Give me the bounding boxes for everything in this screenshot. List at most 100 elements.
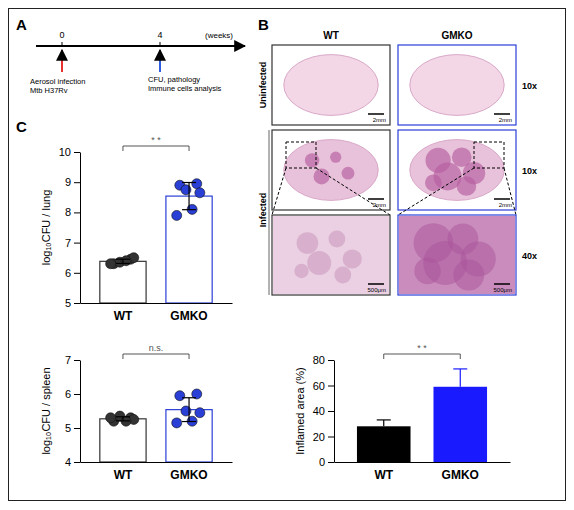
y-tick-mark bbox=[74, 182, 80, 183]
lesion bbox=[297, 232, 319, 254]
y-axis-line bbox=[334, 361, 335, 463]
lesion bbox=[414, 258, 440, 284]
event-label: Immune cells analysis bbox=[148, 84, 222, 93]
y-tick: 10 bbox=[59, 146, 80, 158]
y-tick: 9 bbox=[65, 176, 80, 188]
significance-bracket bbox=[123, 146, 189, 151]
y-tick-label: 40 bbox=[313, 405, 325, 417]
significance-label: n.s. bbox=[149, 343, 164, 353]
point bbox=[106, 259, 116, 269]
y-tick: 5 bbox=[65, 297, 80, 309]
y-axis-line bbox=[80, 153, 81, 304]
zoom-box bbox=[286, 142, 316, 168]
scale-bar-label: 2mm bbox=[373, 202, 386, 208]
x-tick-label: GMKO bbox=[442, 468, 479, 482]
event-arrow bbox=[61, 50, 63, 72]
timeline-unit: (weeks) bbox=[205, 31, 233, 40]
scale-bar-label: 500μm bbox=[494, 287, 512, 293]
error-bar bbox=[182, 398, 196, 422]
y-axis: 5678910 bbox=[59, 146, 81, 309]
magnification: 40x bbox=[522, 251, 537, 261]
x-axis-line bbox=[81, 462, 233, 463]
scale-bar-label: 2mm bbox=[499, 117, 512, 123]
lesion bbox=[334, 267, 351, 284]
x-axis: WT GMKO bbox=[81, 462, 233, 482]
y-tick-mark bbox=[74, 152, 80, 153]
plot-area bbox=[357, 369, 487, 462]
lesion bbox=[329, 231, 346, 248]
y-tick-label: 4 bbox=[65, 456, 71, 468]
significance-label: * * bbox=[417, 343, 427, 353]
y-tick-label: 0 bbox=[319, 456, 325, 468]
y-axis-line bbox=[80, 361, 81, 463]
y-tick-mark bbox=[328, 411, 334, 412]
magnification: 10x bbox=[522, 81, 537, 91]
error-cap bbox=[453, 368, 467, 369]
error-cap bbox=[182, 421, 196, 422]
y-tick-label: 80 bbox=[313, 354, 325, 366]
y-axis-title: log₁₀CFU / spleen bbox=[40, 367, 52, 454]
bar bbox=[166, 196, 212, 303]
y-tick: 5 bbox=[65, 422, 80, 434]
y-tick-mark bbox=[74, 428, 80, 429]
event-label: Aerosol infection bbox=[30, 77, 85, 86]
tissue bbox=[273, 216, 389, 294]
y-tick: 0 bbox=[319, 456, 334, 468]
y-tick-mark bbox=[74, 462, 80, 463]
y-tick-label: 20 bbox=[313, 431, 325, 443]
tissue bbox=[399, 216, 515, 294]
error-line bbox=[188, 398, 189, 422]
image-frame bbox=[272, 130, 390, 210]
tissue bbox=[410, 140, 504, 201]
error-bar bbox=[377, 420, 391, 426]
tissue bbox=[410, 55, 504, 116]
error-line bbox=[122, 259, 123, 263]
image-frame bbox=[398, 130, 516, 210]
panel-label: A bbox=[16, 16, 27, 33]
y-tick: 8 bbox=[65, 206, 80, 218]
y-tick-label: 5 bbox=[65, 422, 71, 434]
y-tick-mark bbox=[74, 212, 80, 213]
timeline-tick bbox=[160, 42, 161, 46]
error-cap bbox=[116, 420, 130, 421]
error-bar bbox=[182, 183, 196, 210]
error-cap bbox=[182, 182, 196, 183]
y-tick-mark bbox=[328, 437, 334, 438]
y-tick-label: 8 bbox=[65, 206, 71, 218]
scale-bar bbox=[494, 198, 510, 200]
y-tick: 4 bbox=[65, 456, 80, 468]
image-frame bbox=[398, 215, 516, 295]
y-axis: 4567 bbox=[65, 354, 81, 468]
x-tick: WT bbox=[114, 303, 133, 323]
error-line bbox=[383, 420, 384, 426]
point bbox=[172, 418, 182, 428]
x-axis: WTGMKO bbox=[335, 462, 511, 482]
point bbox=[195, 408, 205, 418]
x-tick-label: GMKO bbox=[170, 468, 207, 482]
tissue bbox=[284, 55, 378, 116]
timeline-tick-label: 4 bbox=[157, 30, 162, 40]
chart: 4567WTGMKOlog₁₀CFU / spleenn.s. bbox=[40, 343, 233, 482]
y-tick-label: 9 bbox=[65, 176, 71, 188]
y-axis: 020406080 bbox=[313, 354, 335, 468]
y-tick: 7 bbox=[65, 237, 80, 249]
bar bbox=[357, 426, 411, 462]
histology-image: 2mm bbox=[272, 45, 390, 125]
image-frame bbox=[398, 45, 516, 125]
point bbox=[172, 210, 182, 220]
lesion bbox=[307, 251, 331, 275]
y-tick-mark bbox=[328, 360, 334, 361]
event-label: Mtb H37Rv bbox=[30, 86, 68, 95]
zoom-line bbox=[398, 168, 474, 215]
point bbox=[115, 411, 125, 421]
panel-label: C bbox=[16, 118, 27, 135]
scale-bar bbox=[368, 198, 384, 200]
x-tick: WT bbox=[114, 462, 133, 482]
point bbox=[175, 391, 185, 401]
y-tick: 7 bbox=[65, 354, 80, 366]
y-tick: 80 bbox=[313, 354, 334, 366]
y-tick-label: 7 bbox=[65, 237, 71, 249]
lesion bbox=[342, 167, 355, 180]
histology-image: 500μm bbox=[398, 215, 516, 295]
tissue bbox=[284, 140, 378, 201]
